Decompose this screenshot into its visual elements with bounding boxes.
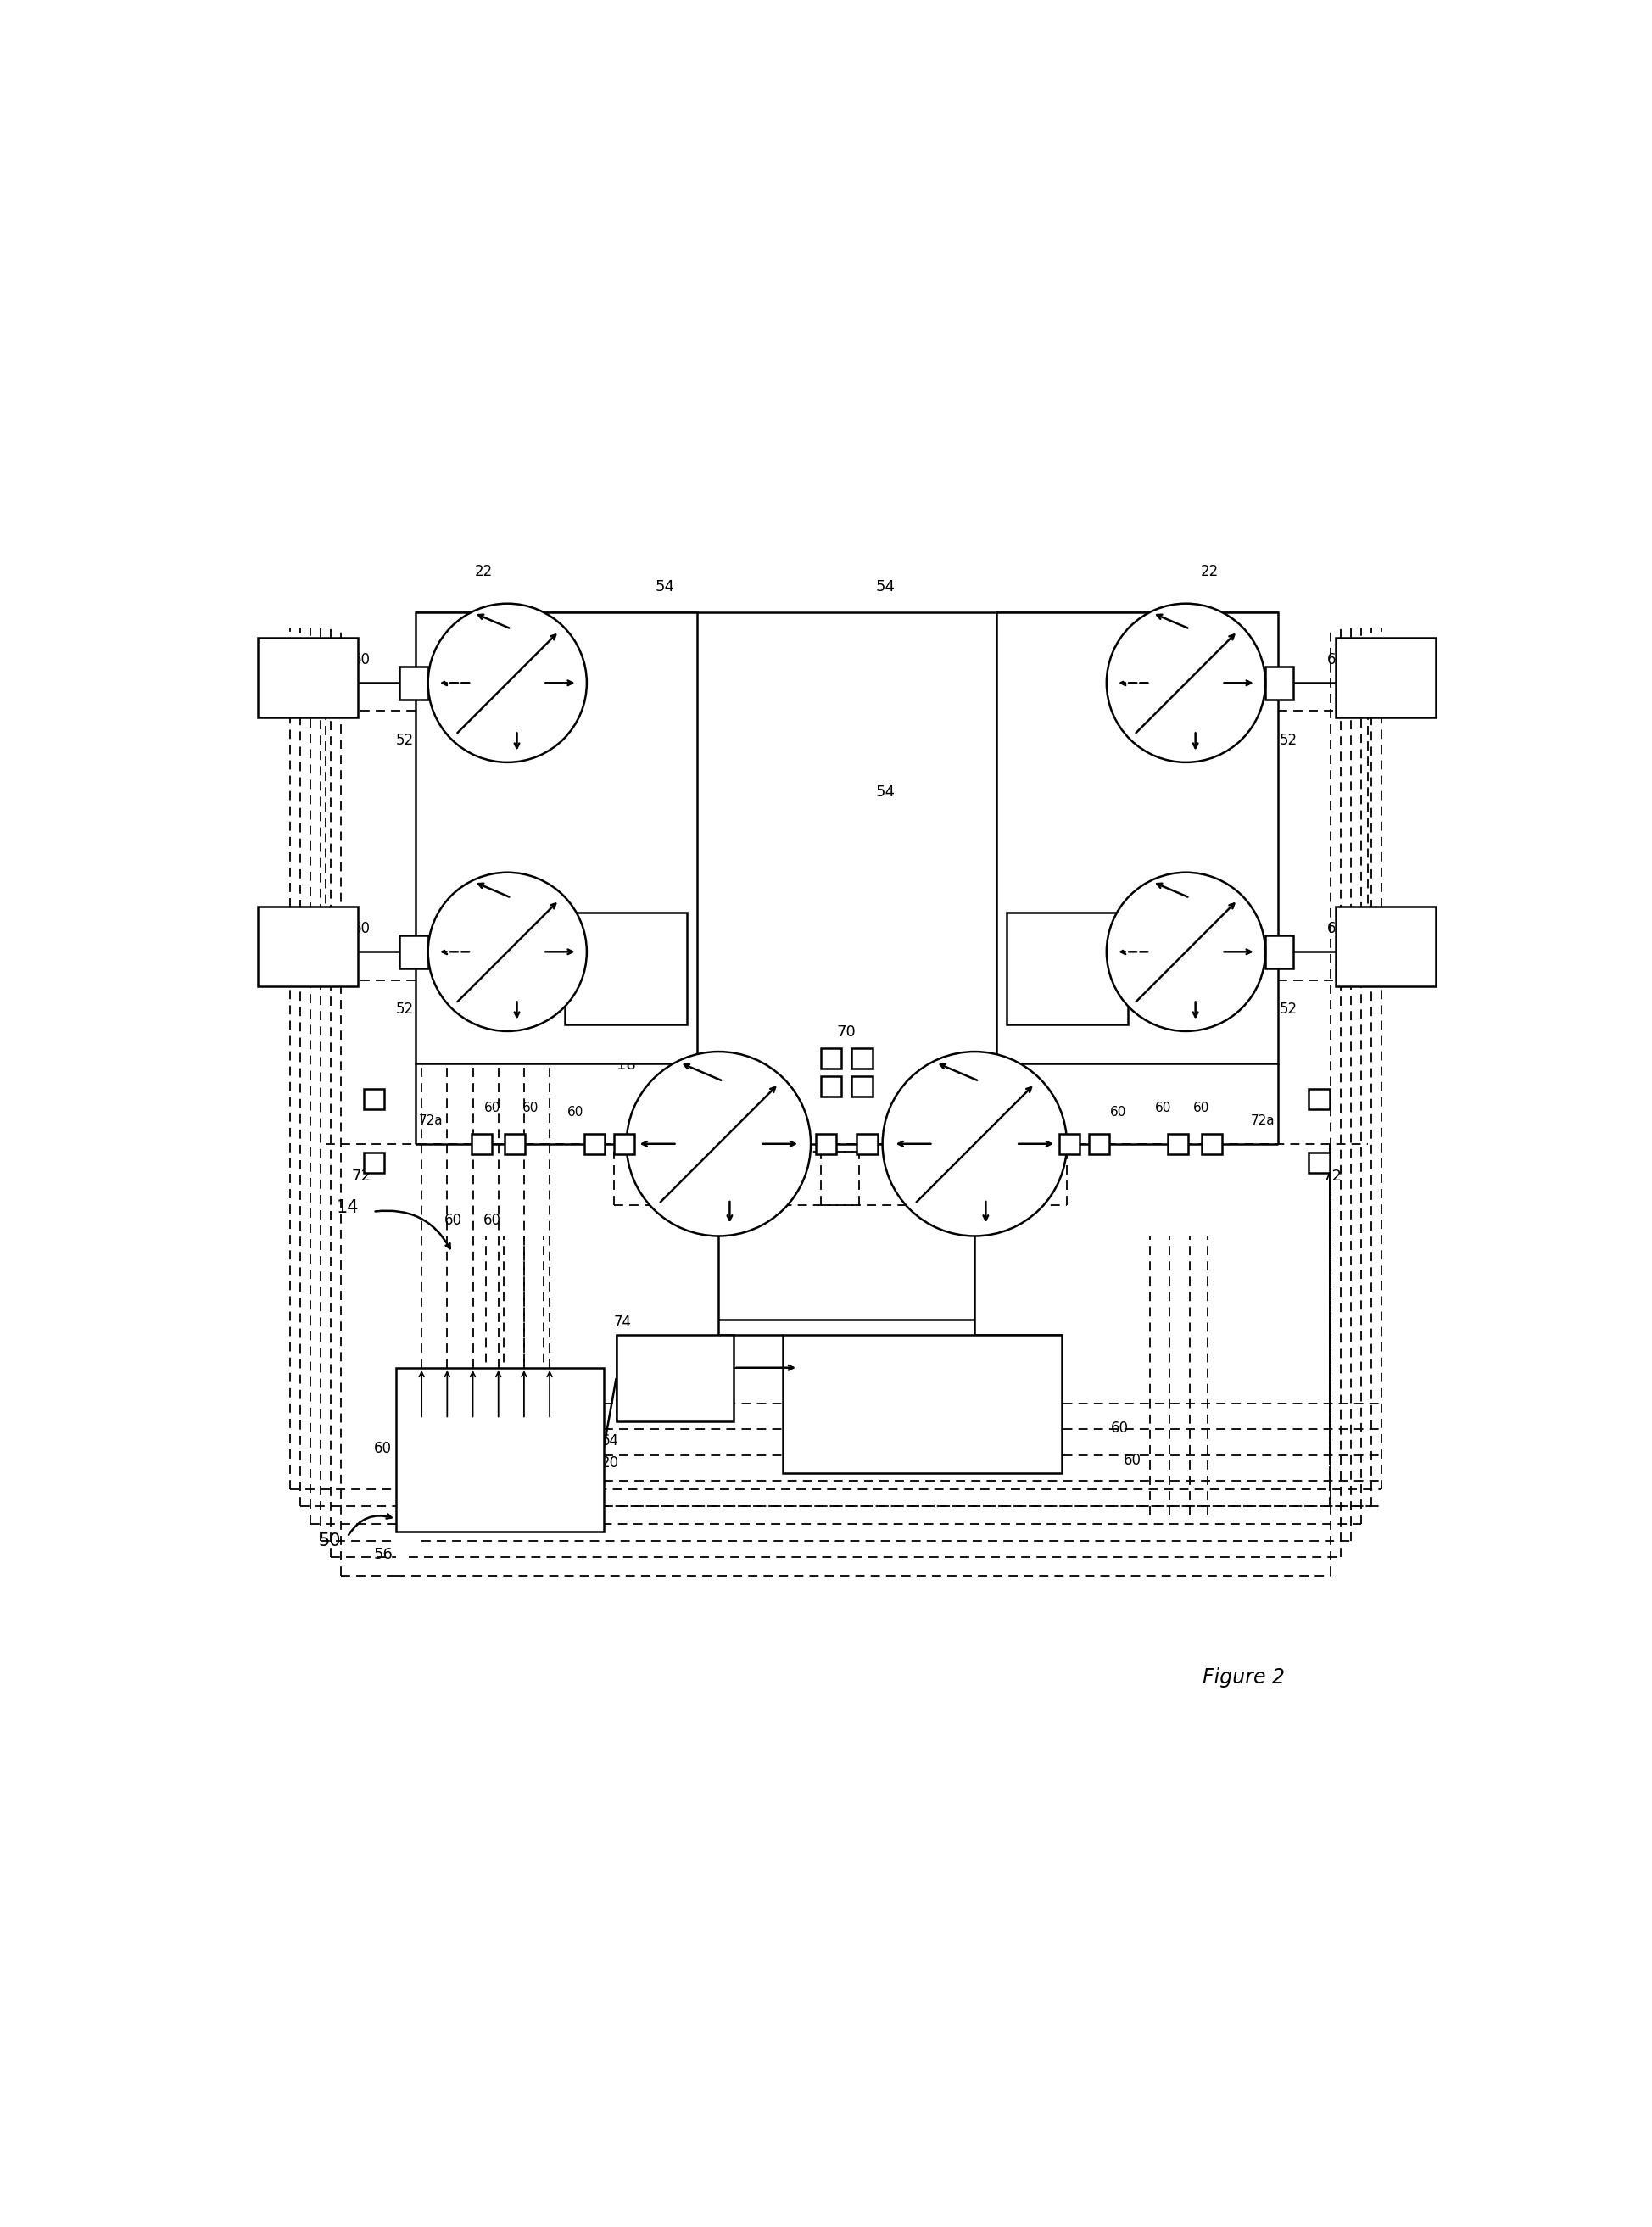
Text: Friction: Friction [651, 1361, 699, 1374]
Text: 64: 64 [601, 1434, 620, 1448]
Text: 16: 16 [1376, 940, 1396, 955]
Text: 22: 22 [474, 833, 492, 848]
Text: 72: 72 [1322, 1169, 1341, 1183]
Bar [1265, 666, 1294, 699]
Bar [616, 1334, 733, 1421]
Text: 60: 60 [352, 922, 370, 935]
Text: 16: 16 [297, 940, 317, 955]
Bar [1059, 1134, 1080, 1154]
Text: 66: 66 [1166, 1018, 1184, 1033]
Bar [396, 1367, 603, 1532]
Text: 52: 52 [1279, 733, 1297, 748]
Text: 60: 60 [522, 1102, 539, 1114]
Text: 54: 54 [656, 579, 674, 595]
Text: ~72b: ~72b [1047, 880, 1087, 893]
Bar [1006, 913, 1128, 1024]
Text: 52: 52 [396, 1002, 415, 1018]
Text: 60: 60 [1193, 1102, 1209, 1114]
Text: 68: 68 [958, 1187, 978, 1203]
Text: 56: 56 [373, 1548, 393, 1563]
Bar [565, 913, 687, 1024]
Bar [1089, 1134, 1108, 1154]
Bar [816, 1134, 836, 1154]
Text: 76: 76 [796, 1336, 813, 1352]
Bar [258, 906, 357, 987]
Text: 22: 22 [1201, 563, 1219, 579]
Bar [852, 1049, 872, 1069]
Text: 60: 60 [1327, 653, 1345, 668]
Text: 72: 72 [352, 1169, 372, 1183]
Text: 16: 16 [1376, 670, 1396, 686]
Text: 66: 66 [509, 1018, 527, 1033]
Circle shape [1107, 604, 1265, 762]
Bar [1336, 639, 1436, 717]
Text: 60: 60 [484, 1102, 501, 1114]
Text: 18: 18 [947, 1058, 966, 1073]
Text: Brake: Brake [656, 1385, 694, 1396]
Bar [613, 1134, 634, 1154]
Bar [506, 1134, 525, 1154]
Text: 16: 16 [297, 670, 317, 686]
Text: 66: 66 [1166, 748, 1184, 764]
Bar [363, 1089, 385, 1109]
Text: 60: 60 [1110, 1421, 1128, 1436]
Bar [1201, 1134, 1222, 1154]
Text: 60: 60 [1327, 922, 1345, 935]
Text: 60: 60 [1110, 1105, 1127, 1118]
Text: 60: 60 [567, 1105, 583, 1118]
Bar [1265, 935, 1294, 969]
Text: 52: 52 [1279, 1002, 1297, 1018]
Text: ~72b: ~72b [606, 880, 646, 893]
Bar [821, 1076, 841, 1096]
Text: 54: 54 [876, 784, 895, 799]
Circle shape [428, 873, 586, 1031]
Text: 60: 60 [482, 1214, 501, 1229]
Bar [1308, 1154, 1330, 1174]
Bar [585, 1134, 605, 1154]
Bar [363, 1154, 385, 1174]
Text: 60: 60 [1123, 1452, 1142, 1468]
Bar [996, 612, 1279, 1062]
Text: 60: 60 [1155, 1102, 1171, 1114]
Text: 68: 68 [702, 1187, 722, 1203]
Bar [258, 639, 357, 717]
Text: 18: 18 [616, 1058, 636, 1073]
Bar [852, 1076, 872, 1096]
Bar [821, 1049, 841, 1069]
Text: 66: 66 [509, 748, 527, 764]
Bar [400, 935, 428, 969]
Text: Flywheel: Flywheel [904, 1396, 966, 1412]
Bar [1168, 1134, 1188, 1154]
Text: 22: 22 [474, 563, 492, 579]
Text: 54: 54 [656, 784, 674, 799]
Bar [400, 666, 428, 699]
Text: Figure 2: Figure 2 [1203, 1668, 1285, 1688]
Circle shape [428, 604, 586, 762]
Text: 52: 52 [396, 733, 415, 748]
Text: 50: 50 [319, 1532, 340, 1550]
Text: 14: 14 [335, 1200, 358, 1216]
Bar [783, 1334, 1062, 1472]
Bar [857, 1134, 877, 1154]
Bar [471, 1134, 492, 1154]
Bar [1336, 906, 1436, 987]
Bar [1308, 1089, 1330, 1109]
Text: 60: 60 [400, 1472, 418, 1488]
Text: 22: 22 [1201, 833, 1219, 848]
Circle shape [882, 1051, 1067, 1236]
Text: 20: 20 [601, 1454, 620, 1470]
Text: 72a: 72a [1251, 1114, 1275, 1127]
Text: 74: 74 [613, 1314, 631, 1330]
Text: 70: 70 [838, 1024, 856, 1040]
Circle shape [1107, 873, 1265, 1031]
Text: 60: 60 [444, 1214, 463, 1229]
Circle shape [626, 1051, 811, 1236]
Text: 60: 60 [375, 1441, 392, 1456]
Bar [415, 612, 697, 1062]
Text: 54: 54 [876, 579, 895, 595]
Text: 60: 60 [352, 653, 370, 668]
Text: 72a: 72a [418, 1114, 443, 1127]
